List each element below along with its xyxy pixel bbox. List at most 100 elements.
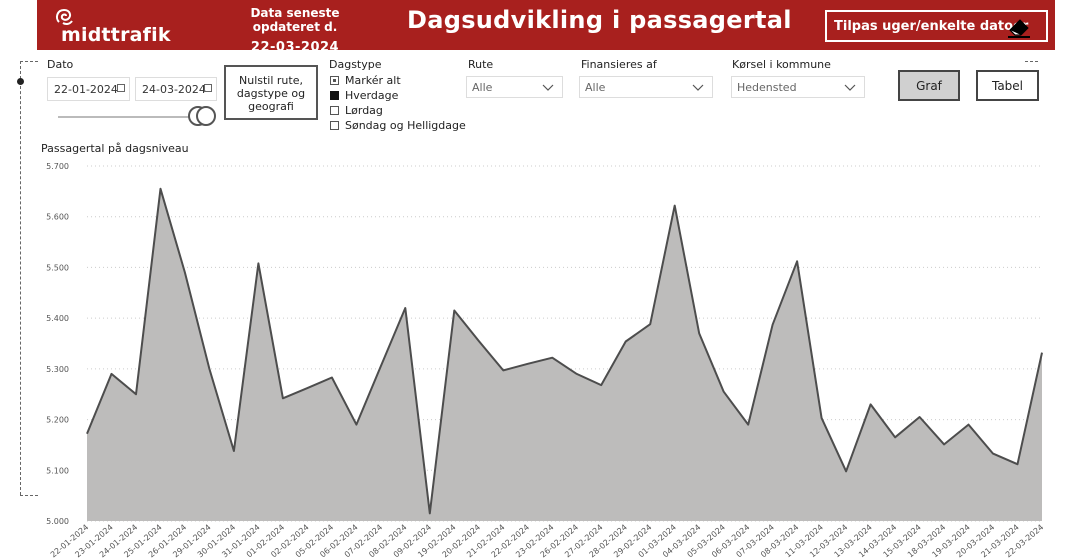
data-point[interactable] (280, 395, 286, 401)
data-point[interactable] (868, 401, 874, 407)
slider-handle-end[interactable] (196, 106, 216, 126)
daytype-option-select-all[interactable]: Markér alt (330, 74, 401, 87)
checkbox-partial-icon[interactable] (330, 76, 339, 85)
data-point[interactable] (745, 422, 751, 428)
data-point[interactable] (182, 270, 188, 276)
reset-filters-button[interactable]: Nulstil rute, dagstype og geografi (224, 65, 318, 120)
data-point[interactable] (525, 361, 531, 367)
financed-dropdown-value: Alle (585, 81, 606, 94)
y-tick-label: 5.600 (46, 213, 69, 222)
data-point[interactable] (500, 367, 506, 373)
chevron-down-icon (844, 84, 856, 91)
data-point[interactable] (451, 308, 457, 314)
reset-label-line: geografi (248, 100, 294, 113)
customize-dates-label: Tilpas uger/enkelte datoer (834, 18, 1029, 34)
date-from-value: 22-01-2024 (54, 83, 118, 96)
data-point[interactable] (647, 321, 653, 327)
data-point[interactable] (133, 391, 139, 397)
y-tick-label: 5.500 (46, 263, 69, 272)
visual-border (20, 61, 38, 62)
daytype-option-sunday-holidays[interactable]: Søndag og Helligdage (330, 119, 466, 132)
municipality-filter-label: Kørsel i kommune (732, 58, 831, 71)
y-tick-label: 5.100 (46, 466, 69, 475)
series-area (87, 188, 1042, 522)
route-filter-label: Rute (468, 58, 494, 71)
data-point[interactable] (353, 422, 359, 428)
municipality-dropdown[interactable]: Hedensted (731, 76, 865, 98)
data-point[interactable] (672, 203, 678, 209)
checkbox-unchecked-icon[interactable] (330, 106, 339, 115)
header-bar: midttrafik Data seneste opdateret d. 22-… (37, 0, 1055, 55)
data-point[interactable] (1039, 350, 1045, 356)
daytype-option-label: Lørdag (345, 104, 383, 117)
data-point[interactable] (1015, 461, 1021, 467)
data-point[interactable] (917, 414, 923, 420)
data-point[interactable] (598, 382, 604, 388)
data-point[interactable] (231, 448, 237, 454)
y-tick-label: 5.300 (46, 365, 69, 374)
data-point[interactable] (623, 339, 629, 345)
financed-filter-label: Finansieres af (581, 58, 657, 71)
visual-border (20, 61, 1038, 495)
data-point[interactable] (843, 468, 849, 474)
daytype-option-saturday[interactable]: Lørdag (330, 104, 383, 117)
chart-title: Passagertal på dagsniveau (41, 142, 189, 155)
logo-text: midttrafik (61, 24, 171, 46)
reset-label-line: dagstype og (236, 87, 306, 100)
daytype-option-label: Hverdage (345, 89, 399, 102)
data-point[interactable] (574, 371, 580, 377)
route-dropdown[interactable]: Alle (466, 76, 563, 98)
y-tick-label: 5.700 (46, 162, 69, 171)
data-point[interactable] (329, 375, 335, 381)
data-point[interactable] (255, 260, 261, 266)
midttrafik-logo: midttrafik (51, 4, 170, 46)
customize-dates-button[interactable]: Tilpas uger/enkelte datoer (825, 10, 1048, 42)
data-point[interactable] (84, 431, 90, 437)
date-from-input[interactable]: 22-01-2024 (47, 77, 130, 101)
data-point[interactable] (794, 258, 800, 264)
financed-dropdown[interactable]: Alle (579, 76, 713, 98)
calendar-icon[interactable] (117, 84, 125, 92)
y-tick-label: 5.200 (46, 416, 69, 425)
update-label: Data seneste opdateret d. (250, 6, 340, 34)
checkbox-unchecked-icon[interactable] (330, 121, 339, 130)
data-point[interactable] (206, 366, 212, 372)
table-view-button[interactable]: Tabel (976, 70, 1039, 101)
page-title: Dagsudvikling i passagertal (407, 6, 792, 34)
data-point[interactable] (770, 322, 776, 328)
data-point[interactable] (476, 338, 482, 344)
data-point[interactable] (721, 389, 727, 395)
swirl-logo-icon (55, 8, 73, 26)
data-point[interactable] (158, 186, 164, 192)
chevron-down-icon (542, 84, 554, 91)
data-point[interactable] (549, 355, 555, 361)
resize-handle[interactable] (17, 78, 24, 85)
daytype-filter-label: Dagstype (329, 58, 382, 71)
calendar-icon[interactable] (204, 84, 212, 92)
data-point[interactable] (402, 305, 408, 311)
checkbox-checked-icon[interactable] (330, 91, 339, 100)
data-point[interactable] (304, 385, 310, 391)
data-point[interactable] (966, 422, 972, 428)
update-info: Data seneste opdateret d. 22-03-2024 (215, 6, 375, 55)
data-point[interactable] (696, 330, 702, 336)
daytype-option-label: Markér alt (345, 74, 401, 87)
daytype-option-weekdays[interactable]: Hverdage (330, 89, 398, 102)
date-range-slider[interactable] (58, 116, 208, 118)
route-dropdown-value: Alle (472, 81, 493, 94)
data-point[interactable] (109, 371, 115, 377)
data-point[interactable] (427, 510, 433, 516)
update-date: 22-03-2024 (250, 40, 340, 55)
visual-border (1025, 61, 1038, 62)
data-point[interactable] (819, 415, 825, 421)
date-filter-label: Dato (47, 58, 74, 71)
date-to-value: 24-03-2024 (142, 83, 206, 96)
visual-border (20, 495, 38, 496)
data-point[interactable] (990, 451, 996, 457)
data-point[interactable] (941, 441, 947, 447)
date-to-input[interactable]: 24-03-2024 (135, 77, 217, 101)
data-point[interactable] (892, 434, 898, 440)
graph-view-button[interactable]: Graf (898, 70, 960, 101)
data-point[interactable] (378, 363, 384, 369)
